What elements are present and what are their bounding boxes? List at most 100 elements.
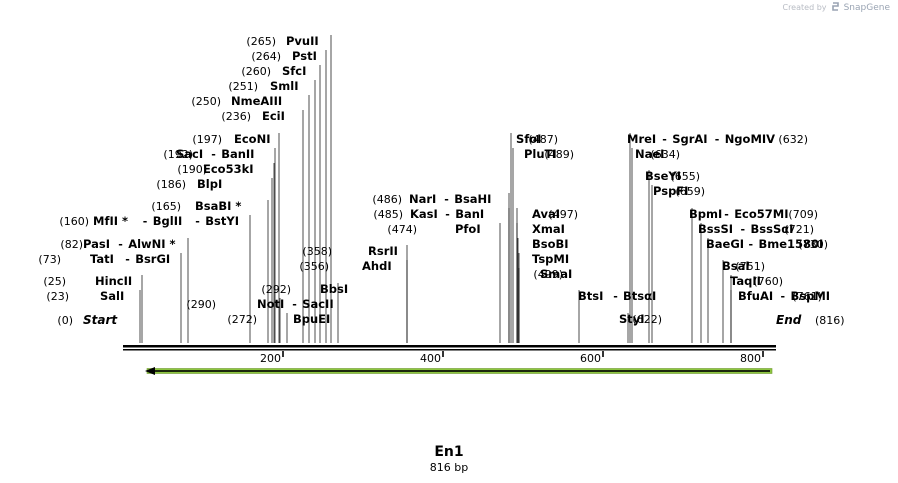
site-position: (236) <box>221 110 251 123</box>
restriction-map: 200 400 600 800 (265) PvuII (264) PstI (260) Sfc… <box>38 34 845 375</box>
enzyme-name[interactable]: BpuEI <box>293 312 330 326</box>
enzyme-separator: - <box>781 290 786 303</box>
enzyme-name[interactable]: BbsI <box>320 282 348 296</box>
enzyme-name[interactable]: SmaI <box>540 267 572 281</box>
enzyme-name[interactable]: BsaI <box>722 259 750 273</box>
enzyme-name[interactable]: BsaBI * <box>195 199 241 213</box>
enzyme-name[interactable]: BpmI <box>689 207 722 221</box>
end-name: End <box>776 313 802 327</box>
enzyme-name[interactable]: PspFI <box>653 184 688 198</box>
site-label: (73) TatI - BsrGI <box>38 252 170 266</box>
enzyme-name[interactable]: PvuII <box>286 34 319 48</box>
enzyme-name[interactable]: NmeAIII <box>231 94 282 108</box>
enzyme-separator: - <box>749 238 754 251</box>
enzyme-name[interactable]: XmaI <box>532 222 565 236</box>
enzyme-name[interactable]: NgoMIV <box>725 132 775 146</box>
site-label: (292) BbsI <box>261 282 348 296</box>
enzyme-name[interactable]: PluTI <box>524 147 557 161</box>
site-position: (497) <box>548 208 578 221</box>
enzyme-name[interactable]: NotI <box>257 297 284 311</box>
enzyme-name[interactable]: TspMI <box>532 252 569 266</box>
enzyme-name[interactable]: SfoI <box>516 132 541 146</box>
enzyme-name[interactable]: BseYI <box>645 169 681 183</box>
enzyme-name[interactable]: AvaI <box>532 207 560 221</box>
enzyme-name[interactable]: TatI <box>90 252 114 266</box>
site-position: (272) <box>227 313 257 326</box>
enzyme-name[interactable]: SacI <box>176 147 203 161</box>
site-label: (251) SmlI <box>228 79 298 93</box>
enzyme-name[interactable]: SacII <box>302 297 333 311</box>
site-label: (160) MfII * - BglII - BstYI <box>59 214 239 228</box>
enzyme-name[interactable]: BsaHI <box>454 192 491 206</box>
site-label: BsoBI <box>532 237 569 251</box>
site-label: (165) BsaBI * <box>151 199 241 213</box>
enzyme-name[interactable]: RsrII <box>368 244 398 258</box>
site-labels: (265) PvuII(264) PstI(260) SfcI(251) SmlI(25… <box>38 34 844 327</box>
site-position: (192) <box>163 148 193 161</box>
site-label: (761) BfuAI - BspMI <box>738 289 830 303</box>
enzyme-name[interactable]: BanII <box>221 147 254 161</box>
enzyme-name[interactable]: SfcI <box>282 64 306 78</box>
site-label: (197) EcoNI <box>192 132 270 146</box>
enzyme-name[interactable]: BsoBI <box>532 237 569 251</box>
site-label: (25) HincII <box>43 274 132 288</box>
enzyme-name[interactable]: NaeI <box>635 147 664 161</box>
ruler-tick-label: 800 <box>740 352 761 365</box>
site-position: (190) <box>177 163 207 176</box>
enzyme-name[interactable]: BlpI <box>197 177 222 191</box>
site-position: (486) <box>372 193 402 206</box>
site-label: (250) NmeAIII <box>191 94 282 108</box>
enzyme-name[interactable]: EcoNI <box>234 132 270 146</box>
site-position: (622) <box>632 313 662 326</box>
site-label: (356) AhdI <box>299 259 391 273</box>
enzyme-name[interactable]: KasI <box>410 207 438 221</box>
site-position: (730) <box>798 238 828 251</box>
enzyme-name[interactable]: SgrAI <box>672 132 707 146</box>
site-position: (760) <box>753 275 783 288</box>
enzyme-name[interactable]: AhdI <box>362 259 392 273</box>
enzyme-name[interactable]: TaqII <box>730 274 761 288</box>
site-position: (489) <box>544 148 574 161</box>
enzyme-name[interactable]: BspMI <box>791 289 831 303</box>
site-position: (634) <box>650 148 680 161</box>
site-label: (23) SalI <box>46 289 124 303</box>
enzyme-name[interactable]: Eco53kI <box>203 162 254 176</box>
enzyme-name[interactable]: Eco57MI <box>734 207 788 221</box>
enzyme-name[interactable]: BtsI <box>578 289 603 303</box>
enzyme-name[interactable]: BstYI <box>205 214 239 228</box>
snapgene-logo-icon <box>832 2 839 11</box>
enzyme-name[interactable]: SalI <box>100 289 124 303</box>
enzyme-name[interactable]: SmlI <box>270 79 299 93</box>
site-label: (192)SacI - BanII <box>163 147 254 161</box>
enzyme-name[interactable]: NarI <box>409 192 436 206</box>
site-label: (632)MreI - SgrAI - NgoMIV <box>627 132 808 146</box>
site-label: (487)SfoI <box>516 132 558 146</box>
enzyme-name[interactable]: MfII * <box>93 214 128 228</box>
enzyme-name[interactable]: EciI <box>262 109 285 123</box>
enzyme-name[interactable]: StyI <box>619 312 645 326</box>
enzyme-separator: - <box>211 148 216 161</box>
enzyme-name[interactable]: BglII <box>153 214 183 228</box>
enzyme-name[interactable]: BfuAI <box>738 289 773 303</box>
site-label: (358) RsrII <box>302 244 398 258</box>
enzyme-name[interactable]: BtsαI <box>623 289 656 303</box>
ruler-ticks: 200 400 600 800 <box>260 351 764 365</box>
site-position: (632) <box>778 133 808 146</box>
enzyme-name[interactable]: MreI <box>627 132 656 146</box>
enzyme-name[interactable]: PasI <box>83 237 110 251</box>
enzyme-name[interactable]: BssSI <box>698 222 733 236</box>
enzyme-name[interactable]: AlwNI * <box>128 237 175 251</box>
enzyme-name[interactable]: HincII <box>95 274 132 288</box>
site-position: (160) <box>59 215 89 228</box>
enzyme-name[interactable]: BaeGI <box>706 237 744 251</box>
site-position: (165) <box>151 200 181 213</box>
enzyme-name[interactable]: BsrGI <box>135 252 170 266</box>
enzyme-name[interactable]: PfoI <box>455 222 481 236</box>
enzyme-name[interactable]: BanI <box>455 207 484 221</box>
site-label: BtsI - BtsαI <box>578 289 656 303</box>
site-label: (486) NarI - BsaHI <box>372 192 491 206</box>
enzyme-name[interactable]: Bme1580I <box>759 237 824 251</box>
end-position: (816) <box>815 314 845 327</box>
enzyme-name[interactable]: PstI <box>292 49 317 63</box>
enzyme-name[interactable]: BssSαI <box>751 222 794 236</box>
